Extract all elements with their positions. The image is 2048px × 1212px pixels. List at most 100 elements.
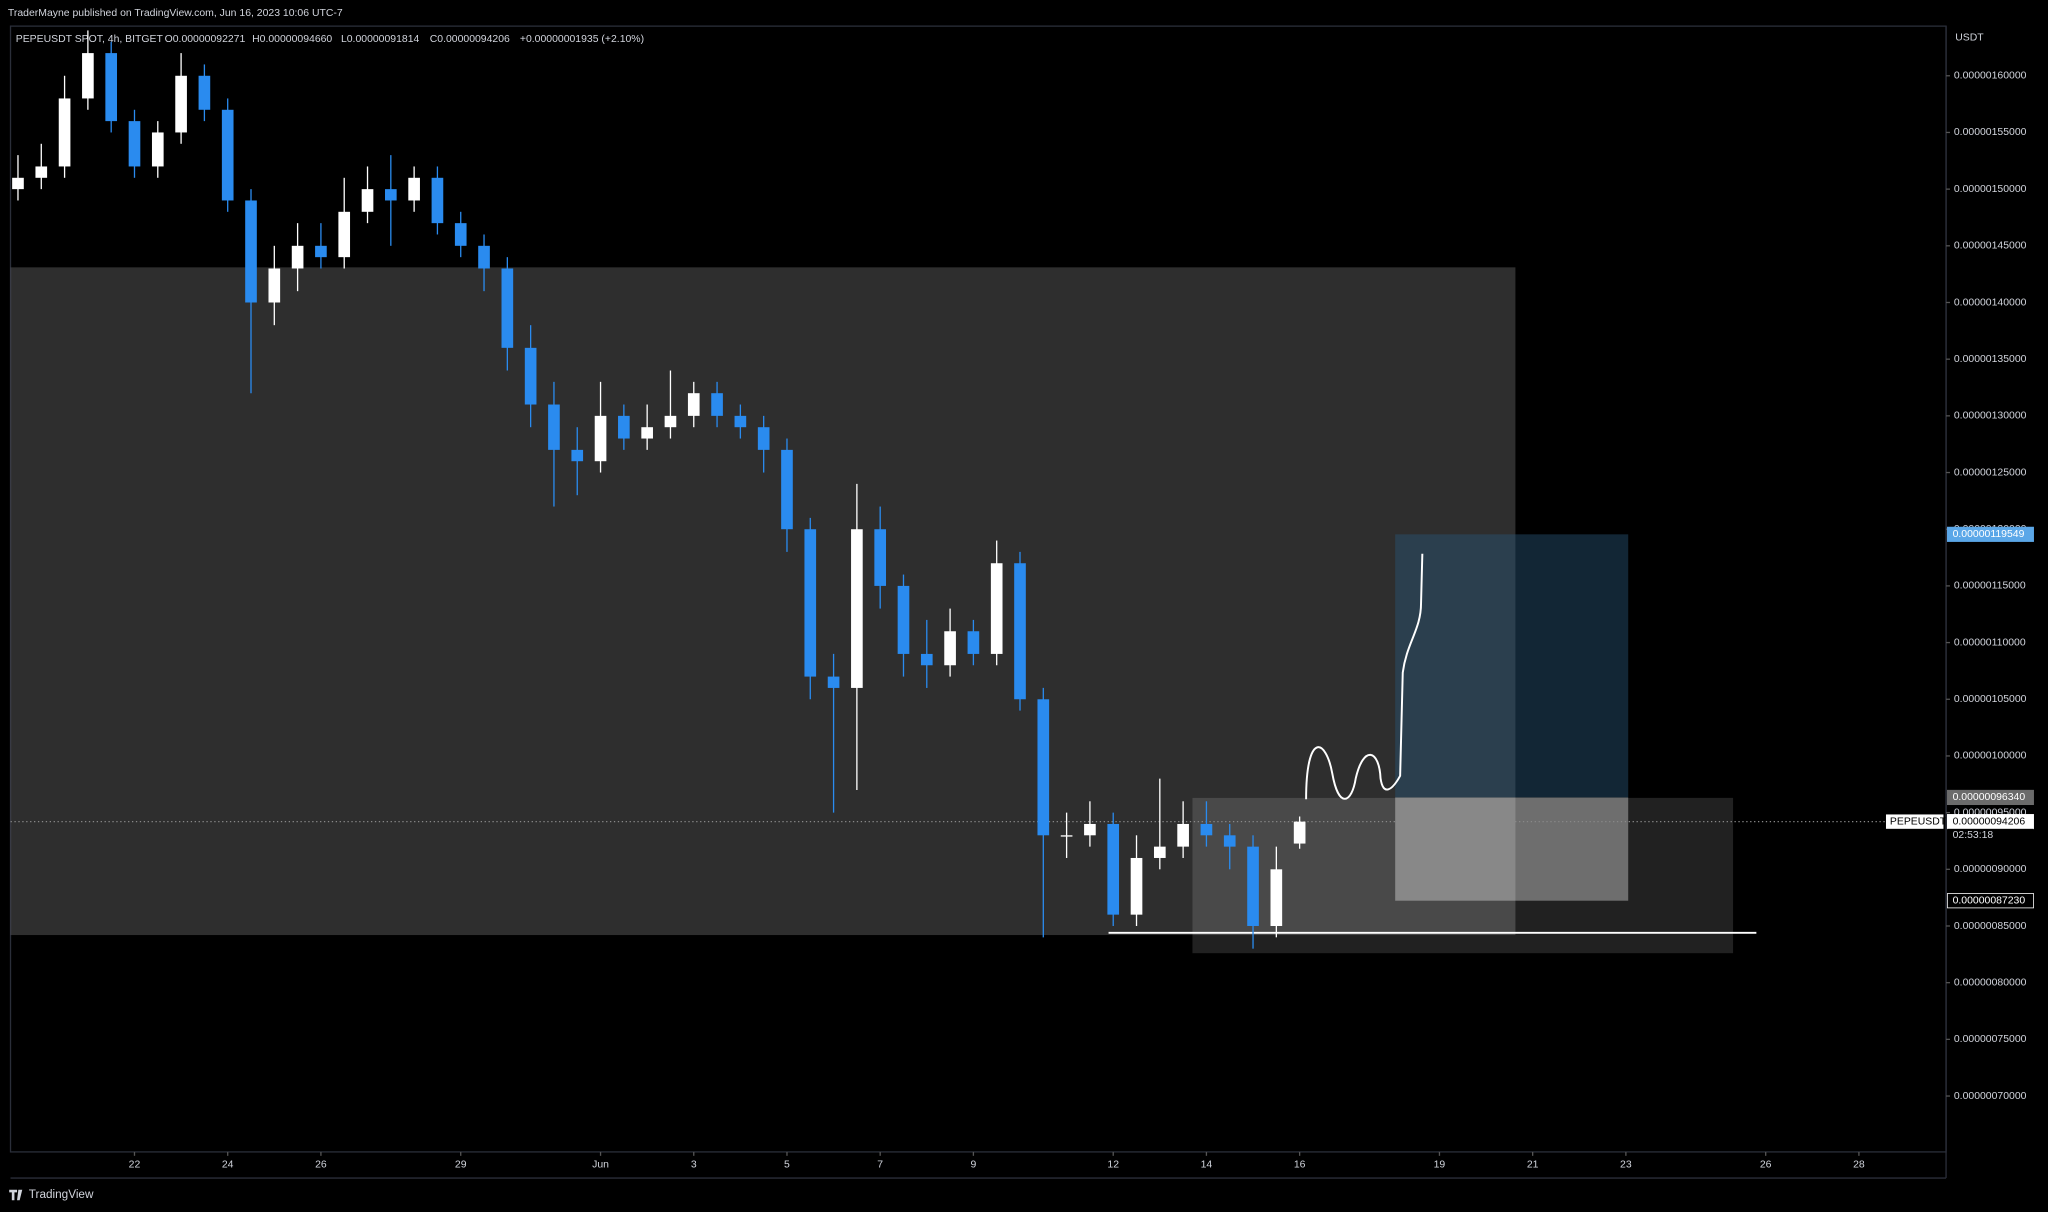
candle-body	[1177, 823, 1189, 847]
level-label: 0.00000087230	[1953, 895, 2026, 906]
candle-body	[664, 415, 677, 428]
x-tick-label: 29	[455, 1160, 467, 1171]
candle-body	[1270, 869, 1283, 926]
candle-body	[944, 631, 956, 666]
projection-path	[1305, 553, 1424, 800]
candle-body	[618, 415, 630, 439]
candle-body	[1223, 835, 1236, 847]
candle-body	[58, 98, 71, 167]
candle-body	[35, 166, 48, 178]
level-label-box	[1946, 526, 2034, 542]
footer-text: TradingView	[29, 1188, 94, 1201]
plot-area	[10, 30, 1947, 954]
candle-body	[1153, 846, 1166, 858]
candle-body	[734, 415, 747, 428]
candle-body	[641, 427, 653, 439]
ohlc-open: O0.00000092271	[165, 34, 246, 45]
level-label: 0.00000096340	[1953, 792, 2026, 803]
candle-body	[338, 211, 351, 258]
countdown: 02:53:18	[1953, 830, 1994, 841]
y-tick-label: 0.00000150000	[1954, 184, 2027, 195]
y-tick-label: 0.00000125000	[1954, 467, 2027, 478]
x-tick-label: 28	[1853, 1160, 1865, 1171]
level-label: 0.00000119549	[1953, 529, 2025, 540]
ohlc-close: C0.00000094206	[430, 34, 510, 45]
candle-body	[1107, 823, 1120, 915]
candle-body	[897, 585, 910, 654]
x-tick-label: 26	[315, 1160, 327, 1171]
candle-body	[151, 132, 164, 167]
y-tick-label: 0.00000070000	[1954, 1091, 2027, 1102]
y-tick-label: 0.00000160000	[1954, 71, 2027, 82]
candle-body	[478, 245, 490, 269]
y-tick-label: 0.00000130000	[1954, 411, 2027, 422]
candle-body	[711, 393, 723, 416]
y-tick-label: 0.00000115000	[1954, 581, 2026, 592]
candle-body	[687, 393, 700, 416]
price-unit: USDT	[1955, 33, 1984, 44]
x-tick-label: 19	[1434, 1160, 1446, 1171]
x-tick-label: 16	[1294, 1160, 1306, 1171]
legend-line: PEPEUSDT SPOT, 4h, BITGET O0.00000092271…	[16, 34, 644, 45]
published-note: TraderMayne published on TradingView.com…	[8, 8, 343, 19]
zone	[10, 267, 1516, 936]
ohlc-high: H0.00000094660	[252, 34, 332, 45]
candle-body	[1293, 821, 1306, 844]
candle-body	[1130, 857, 1143, 915]
candle-body	[361, 189, 374, 212]
stop-zone	[1395, 797, 1629, 901]
y-tick-label: 0.00000140000	[1954, 297, 2027, 308]
candle-body	[1037, 699, 1050, 836]
candle-body	[82, 53, 94, 99]
candle-body	[221, 109, 234, 201]
ohlc-change: +0.00000001935 (+2.10%)	[520, 34, 644, 45]
y-tick-label: 0.00000105000	[1954, 694, 2027, 705]
candle-body	[851, 529, 863, 688]
y-tick-label: 0.00000075000	[1954, 1034, 2027, 1045]
candle-body	[804, 529, 817, 677]
x-tick-label: 5	[784, 1160, 790, 1171]
x-tick-label: 9	[970, 1160, 976, 1171]
logo-icon	[9, 1189, 23, 1201]
candle-body	[128, 121, 141, 167]
target-zone	[1395, 534, 1629, 798]
candle-body	[315, 245, 327, 258]
candle-body	[198, 75, 211, 110]
candle-body	[548, 404, 560, 450]
candle-body	[1060, 835, 1073, 837]
candle-body	[1247, 846, 1259, 926]
candle-body	[12, 177, 24, 190]
level-label-box	[1946, 893, 2034, 909]
candle-body	[967, 631, 980, 654]
candle-body	[524, 347, 537, 405]
y-tick-label: 0.00000145000	[1954, 241, 2027, 252]
candle-body	[431, 177, 444, 224]
x-tick-label: 14	[1201, 1160, 1213, 1171]
symbol-label: PEPEUSDT	[1890, 816, 1947, 827]
x-tick-label: 22	[129, 1160, 141, 1171]
candle-body	[594, 415, 607, 462]
candle-body	[874, 529, 887, 586]
x-tick-label: 23	[1620, 1160, 1632, 1171]
countdown-box	[1947, 828, 2034, 842]
candle-body	[454, 223, 467, 246]
symbol-label-box	[1885, 814, 1944, 829]
y-tick-label: 0.00000135000	[1954, 354, 2027, 365]
symbol-title: PEPEUSDT SPOT, 4h, BITGET	[16, 34, 164, 45]
candle-body	[1200, 823, 1213, 836]
candle-body	[781, 449, 793, 530]
x-tick-label: 12	[1107, 1160, 1119, 1171]
zone	[1192, 797, 1734, 954]
x-tick-label: 26	[1760, 1160, 1772, 1171]
candle-body	[175, 75, 187, 133]
y-tick-label: 0.00000085000	[1954, 921, 2027, 932]
candle-body	[571, 449, 584, 462]
y-tick-label: 0.00000090000	[1954, 864, 2027, 875]
candle-body	[268, 268, 281, 303]
candle-body	[1014, 563, 1026, 700]
y-tick-label: 0.00000155000	[1954, 127, 2027, 138]
candle-body	[501, 268, 514, 348]
x-tick-label: 3	[691, 1160, 697, 1171]
candle-body	[384, 189, 397, 201]
